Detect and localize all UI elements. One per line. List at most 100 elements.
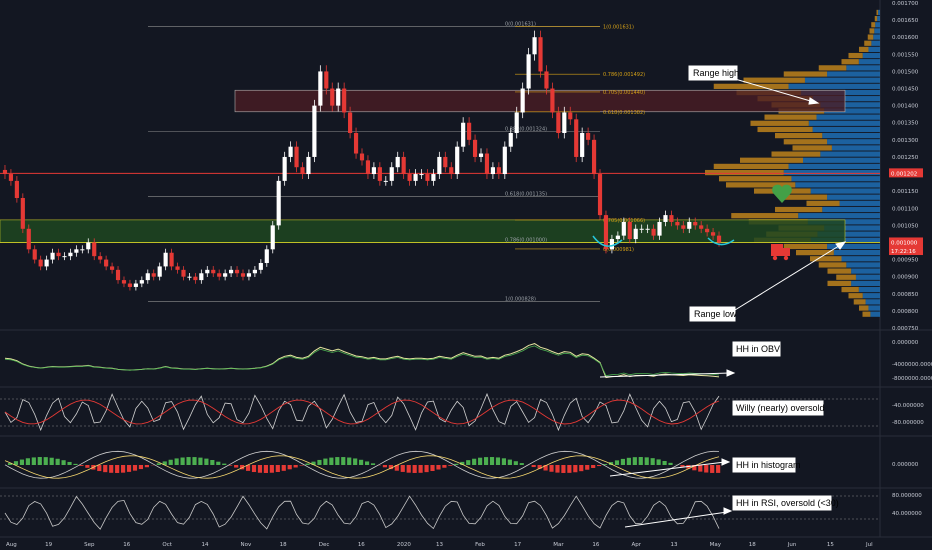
histogram-bar bbox=[710, 465, 715, 473]
histogram-bar bbox=[561, 465, 566, 473]
histogram-bar bbox=[472, 458, 477, 465]
histogram-bar bbox=[323, 458, 328, 465]
annotation-range-high[interactable]: Range high bbox=[688, 65, 739, 81]
candle-body bbox=[514, 112, 519, 133]
histogram-bar bbox=[305, 463, 310, 465]
candle-body bbox=[371, 167, 376, 175]
histogram-bar bbox=[620, 458, 626, 465]
x-tick-label: 14 bbox=[201, 542, 208, 548]
vp-bar-orange bbox=[841, 59, 859, 65]
candlestick-series bbox=[2, 30, 722, 291]
x-tick-label: 13 bbox=[436, 542, 443, 548]
candle-body bbox=[240, 273, 246, 277]
histogram-bar bbox=[103, 465, 108, 473]
vp-bar-blue bbox=[862, 293, 880, 299]
vp-bar-blue bbox=[831, 145, 880, 151]
histogram-bar bbox=[692, 465, 697, 471]
indicator-y-tick: 0.000000 bbox=[892, 462, 919, 468]
indicator-y-tick: 80.000000 bbox=[892, 493, 922, 499]
price-axis[interactable]: 0.001700 0.001650 0.001600 0.001550 0.001500… bbox=[889, 1, 932, 517]
annotation-rsi[interactable]: HH in RSI, oversold (<30) bbox=[732, 495, 839, 511]
candle-body bbox=[401, 156, 406, 175]
histogram-bar bbox=[121, 465, 126, 473]
annotation-obv[interactable]: HH in OBV bbox=[732, 341, 781, 357]
annotation-histogram[interactable]: HH in histogram bbox=[732, 457, 801, 473]
macd-signal-line bbox=[4, 455, 720, 479]
histogram-bar bbox=[573, 465, 578, 473]
histogram-bar bbox=[180, 457, 185, 465]
double-bottom-arc-left bbox=[592, 235, 623, 247]
candle-body bbox=[705, 228, 710, 233]
candle-body bbox=[264, 249, 269, 263]
fib-lower-label: 0(0.000981) bbox=[603, 247, 634, 253]
price-label: 0.001202 bbox=[891, 171, 917, 177]
y-tick-label: 0.001300 bbox=[892, 138, 919, 144]
candle-body bbox=[425, 174, 430, 181]
vp-bar-orange bbox=[848, 293, 863, 299]
histogram-bar bbox=[299, 465, 304, 466]
indicator-y-tick: -4000000.000000 bbox=[892, 362, 932, 368]
volume-profile bbox=[705, 9, 880, 317]
annotation-willy[interactable]: Willy (nearly) oversold bbox=[732, 400, 825, 416]
histogram-bar bbox=[257, 465, 263, 473]
candle-body bbox=[139, 280, 144, 284]
histogram-bar bbox=[311, 461, 316, 465]
annotation-range-low[interactable]: Range low bbox=[689, 306, 737, 322]
candle-body bbox=[383, 180, 388, 182]
histogram-bar bbox=[644, 457, 649, 465]
histogram-bar bbox=[650, 458, 655, 465]
histogram-bar bbox=[67, 461, 72, 465]
price-label: 17:22:16 bbox=[891, 249, 916, 255]
histogram-bar bbox=[85, 465, 90, 468]
histogram-bar bbox=[234, 465, 239, 468]
histogram-bar bbox=[7, 463, 13, 465]
vp-bar-blue bbox=[873, 34, 880, 40]
histogram-bar bbox=[626, 457, 631, 465]
vp-bar-blue bbox=[788, 163, 880, 170]
histogram-bar bbox=[412, 465, 417, 473]
vp-bar-orange bbox=[859, 305, 869, 311]
histogram-bar bbox=[608, 462, 614, 465]
candle-body bbox=[252, 269, 257, 274]
histogram-bar bbox=[73, 463, 78, 465]
vp-bar-blue bbox=[827, 194, 880, 200]
candle-body bbox=[211, 269, 216, 274]
x-tick-label: 17 bbox=[514, 542, 521, 548]
x-tick-label: 13 bbox=[671, 542, 678, 548]
candle-body bbox=[472, 139, 478, 157]
time-axis[interactable]: Aug 19 Sep 16 Oct 14 Nov 18 Dec 16 2020 13 Feb 17 Mar 1… bbox=[6, 542, 873, 548]
histogram-bar bbox=[222, 463, 227, 465]
candle-body bbox=[663, 215, 668, 222]
histogram-bar bbox=[549, 465, 554, 472]
candle-body bbox=[205, 269, 210, 274]
vp-bar-orange bbox=[869, 28, 875, 34]
vp-bar-orange bbox=[783, 243, 828, 250]
vp-bar-orange bbox=[713, 83, 789, 89]
candle-body bbox=[377, 167, 382, 181]
x-tick-label: Aug bbox=[6, 542, 17, 548]
histogram-bar bbox=[115, 465, 120, 473]
y-tick-label: 0.000850 bbox=[892, 292, 919, 298]
histogram-bar bbox=[448, 465, 453, 466]
histogram-bar bbox=[406, 465, 411, 473]
histogram-bar bbox=[555, 465, 560, 473]
vp-bar-blue bbox=[817, 231, 880, 237]
candle-body bbox=[556, 112, 561, 133]
candle-body bbox=[181, 269, 186, 277]
histogram-bar bbox=[662, 460, 667, 465]
candle-body bbox=[609, 239, 614, 250]
histogram-bar bbox=[43, 457, 48, 465]
candle-body bbox=[282, 156, 287, 181]
histogram-bar bbox=[632, 457, 637, 465]
histogram-bar bbox=[192, 457, 197, 465]
vp-bar-blue bbox=[858, 286, 880, 293]
histogram-bar bbox=[55, 458, 60, 465]
candle-body bbox=[657, 221, 662, 236]
histogram-bar bbox=[25, 458, 30, 465]
histogram-bar bbox=[162, 461, 167, 465]
candle-body bbox=[716, 235, 722, 243]
candle-body bbox=[26, 228, 31, 250]
vp-bar-blue bbox=[862, 52, 880, 59]
candle-body bbox=[217, 273, 222, 277]
